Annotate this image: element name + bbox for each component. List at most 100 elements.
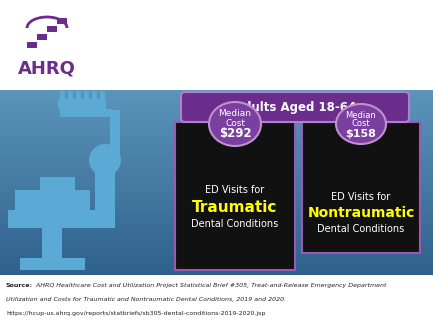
Bar [0,268,433,269]
Bar [0,103,433,104]
Bar [0,110,433,111]
Bar [0,114,433,115]
Bar [0,269,433,270]
Bar [0,101,433,102]
Bar [0,246,433,247]
Bar [0,185,433,186]
Bar [0,258,433,259]
Text: $292: $292 [219,128,251,141]
Bar [0,273,433,274]
Bar [0,197,433,198]
Polygon shape [40,177,75,190]
Bar [0,117,433,118]
Bar [0,264,433,265]
Bar [0,157,433,158]
Bar [0,238,433,239]
Bar [0,154,433,155]
Bar [0,210,433,211]
Text: Visits, 2020: Visits, 2020 [103,56,191,68]
Bar [0,123,433,124]
Bar [0,194,433,195]
Bar [0,94,433,95]
Bar [0,99,433,100]
Bar [175,122,295,270]
Bar [0,228,433,229]
Bar [0,135,433,136]
Bar [60,109,112,117]
Bar [37,34,47,40]
Bar [0,209,433,210]
Bar [0,106,433,107]
Bar [0,142,433,143]
Circle shape [89,144,121,176]
Bar [0,176,433,177]
Bar [0,161,433,162]
Bar [0,180,433,181]
Bar [0,143,433,144]
Bar [0,162,433,163]
Bar [0,211,433,212]
Bar [0,198,433,199]
Bar [0,159,433,160]
Text: ED Visits for: ED Visits for [205,185,265,195]
Bar [0,251,433,252]
Bar [0,266,433,267]
Bar [0,139,433,140]
Bar [0,214,433,215]
Bar [0,169,433,170]
Bar [0,132,433,133]
Bar [0,130,433,131]
Bar [0,91,433,92]
Bar [0,102,433,103]
Bar [0,262,433,263]
Bar [0,149,433,150]
Bar [0,248,433,249]
Bar [0,97,433,98]
Bar [0,261,433,262]
Bar [0,224,433,225]
Bar [0,242,433,243]
Bar [0,244,433,245]
Bar [0,219,433,220]
Text: Cost: Cost [352,119,370,129]
Bar [0,116,433,117]
Bar [0,188,433,189]
Bar [0,206,433,207]
Bar [0,225,433,226]
Bar [0,120,433,121]
Bar [0,182,433,183]
Bar [0,128,433,129]
Bar [0,146,433,147]
Text: Utilization and Costs for Traumatic and Nontraumatic Dental Conditions, 2019 and: Utilization and Costs for Traumatic and … [6,297,286,302]
Bar [0,207,433,208]
Text: ED Visits for: ED Visits for [331,192,391,202]
Bar [0,136,433,137]
Bar [0,255,433,256]
Bar [0,0,95,90]
Text: Median: Median [346,111,376,119]
Bar [0,150,433,151]
Text: Dental Conditions: Dental Conditions [317,224,404,234]
Bar [0,243,433,244]
Bar [0,119,433,120]
Bar [0,232,433,233]
Text: Nontraumatic: Nontraumatic [307,206,415,220]
Bar [0,192,433,193]
Bar [0,151,433,152]
Bar [0,104,433,105]
Bar [0,260,433,261]
Bar [0,93,433,94]
Bar [0,202,433,203]
Text: Cost: Cost [225,118,245,128]
Bar [0,241,433,242]
Bar [0,141,433,142]
Bar [0,122,433,123]
Bar [0,92,433,93]
Bar [0,153,433,154]
Bar [0,137,433,138]
Bar [0,271,433,272]
Ellipse shape [209,102,261,146]
Bar [0,274,433,275]
Bar [0,237,433,238]
Text: Release Emergency Department: Release Emergency Department [103,31,344,44]
